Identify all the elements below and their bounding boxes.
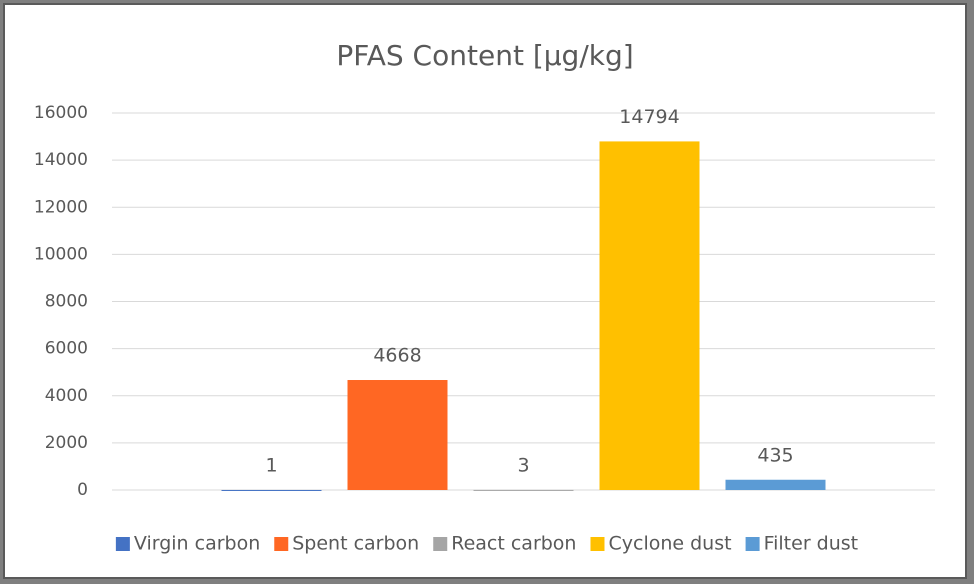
bar <box>347 380 448 490</box>
data-label: 1 <box>265 454 277 476</box>
bar <box>599 141 700 490</box>
data-label: 14794 <box>619 106 679 128</box>
chart-frame <box>3 3 967 579</box>
y-tick-label: 0 <box>77 480 88 500</box>
y-tick-label: 4000 <box>45 386 88 406</box>
y-tick-label: 6000 <box>45 339 88 359</box>
legend-label: Cyclone dust <box>608 533 731 555</box>
bar <box>725 479 826 490</box>
legend-swatch <box>115 537 130 551</box>
y-tick-label: 12000 <box>34 197 88 217</box>
legend-swatch <box>433 537 448 551</box>
bar <box>221 489 322 491</box>
legend-label: Virgin carbon <box>134 533 260 555</box>
legend-swatch <box>590 537 605 551</box>
y-tick-label: 16000 <box>34 103 88 123</box>
legend-label: Spent carbon <box>292 533 419 555</box>
data-label: 3 <box>517 454 529 476</box>
bar <box>473 489 574 491</box>
legend-label: React carbon <box>451 533 576 555</box>
legend-swatch <box>745 537 760 551</box>
legend-label: Filter dust <box>764 533 859 555</box>
y-tick-label: 10000 <box>34 244 88 264</box>
y-tick-label: 8000 <box>45 292 88 312</box>
y-tick-label: 2000 <box>45 433 88 453</box>
data-label: 435 <box>757 444 793 466</box>
data-label: 4668 <box>373 345 421 367</box>
legend-swatch <box>274 537 289 551</box>
y-tick-label: 14000 <box>34 150 88 170</box>
chart-title: PFAS Content [µg/kg] <box>336 39 633 72</box>
